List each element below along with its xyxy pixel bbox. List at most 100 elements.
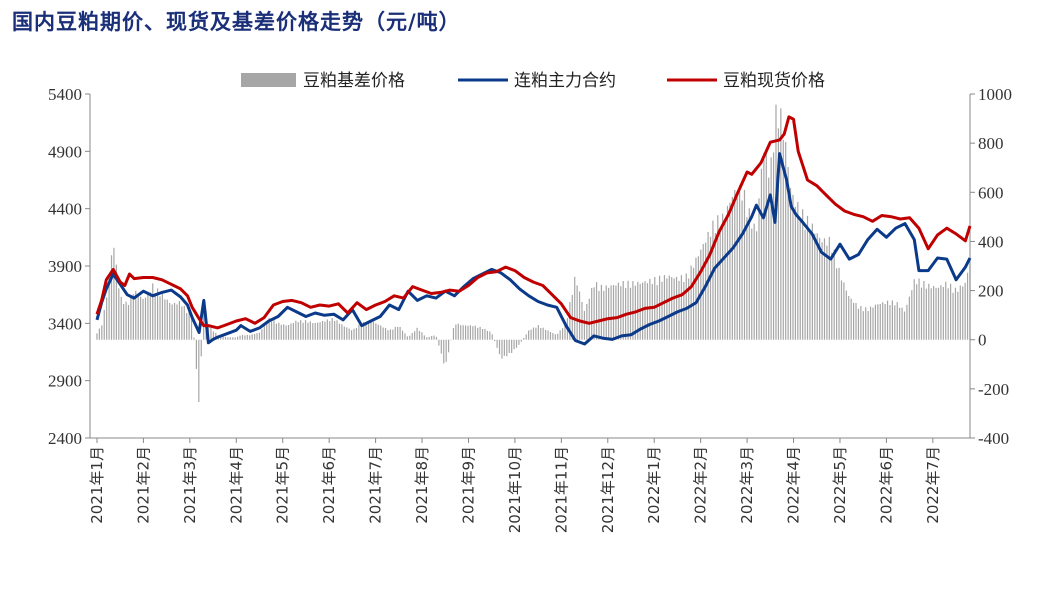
basis-bar	[273, 320, 275, 340]
futures-line	[95, 152, 972, 346]
basis-bar	[460, 325, 462, 340]
basis-bar	[443, 339, 445, 364]
basis-bar	[765, 153, 767, 340]
basis-bar	[559, 330, 561, 340]
basis-bar	[496, 339, 498, 348]
basis-bar	[966, 272, 969, 340]
basis-bar	[850, 298, 852, 340]
basis-bar	[113, 247, 115, 340]
basis-bar	[940, 285, 942, 340]
basis-bar	[872, 307, 874, 340]
basis-bar	[365, 323, 367, 340]
basis-bar	[370, 321, 372, 340]
basis-bar	[108, 274, 110, 340]
basis-bar	[428, 336, 430, 340]
basis-bar	[457, 323, 459, 340]
basis-bar	[491, 334, 493, 340]
basis-bar	[142, 298, 144, 340]
basis-bar	[857, 308, 860, 340]
basis-bar	[239, 335, 241, 340]
basis-bar	[836, 268, 838, 340]
basis-bar	[760, 168, 763, 340]
basis-bar	[203, 300, 205, 340]
basis-bar	[472, 326, 474, 340]
basis-bar	[251, 334, 253, 340]
basis-bar	[200, 339, 202, 357]
basis-bar	[440, 339, 442, 354]
basis-bar	[823, 238, 826, 340]
basis-bar	[455, 324, 457, 340]
x-tick-label: 2022年6月	[877, 446, 895, 524]
basis-bar	[646, 283, 649, 340]
basis-bar	[283, 324, 285, 340]
basis-bar	[811, 223, 813, 340]
basis-bar	[671, 277, 673, 340]
basis-bar	[118, 288, 120, 340]
basis-bar	[724, 218, 726, 340]
x-tick-label: 2022年7月	[924, 446, 942, 524]
basis-bar	[435, 336, 438, 340]
basis-bar	[523, 337, 525, 340]
legend-label: 豆粕基差价格	[303, 71, 405, 91]
basis-bar	[392, 329, 394, 340]
basis-bar	[743, 189, 746, 340]
basis-bar	[399, 326, 401, 340]
basis-bar	[947, 288, 949, 340]
basis-bar	[957, 291, 959, 340]
basis-bar	[297, 322, 299, 340]
basis-bar	[387, 330, 389, 340]
basis-bar	[343, 326, 345, 340]
basis-bar	[506, 339, 508, 357]
basis-bar	[959, 285, 961, 340]
basis-bar	[789, 188, 792, 340]
basis-bar	[933, 285, 935, 340]
basis-bar	[763, 152, 765, 340]
basis-bar	[237, 336, 239, 340]
basis-bar	[372, 321, 375, 340]
basis-bar	[520, 339, 522, 342]
x-tick-label: 2021年7月	[367, 446, 385, 524]
basis-bar	[627, 280, 629, 340]
basis-bar	[853, 302, 855, 340]
basis-bar	[135, 290, 137, 340]
basis-bar	[806, 215, 809, 340]
basis-bar	[329, 321, 331, 340]
basis-bar	[508, 339, 510, 353]
basis-bar	[753, 223, 755, 340]
basis-bar	[884, 303, 886, 340]
basis-bar	[845, 290, 847, 340]
price-lines	[95, 115, 972, 346]
basis-bar	[736, 197, 738, 340]
basis-bar	[547, 330, 549, 340]
basis-bar	[617, 282, 619, 340]
basis-bar	[96, 333, 98, 340]
basis-bar	[656, 285, 658, 340]
basis-bar	[176, 304, 178, 340]
basis-bar	[874, 304, 877, 340]
basis-bar	[542, 327, 544, 340]
basis-bar	[469, 325, 472, 340]
basis-bar	[576, 285, 578, 340]
basis-bar	[384, 327, 387, 340]
basis-bar	[367, 320, 370, 340]
basis-bar	[962, 286, 964, 340]
basis-bar	[552, 333, 554, 340]
basis-bar	[719, 227, 721, 340]
basis-bar	[831, 252, 833, 340]
x-tick-label: 2021年5月	[274, 446, 292, 524]
right-tick-label: 800	[978, 134, 1004, 153]
basis-bar	[680, 275, 683, 340]
basis-bar	[110, 255, 113, 340]
basis-bar	[605, 285, 607, 340]
basis-bar	[212, 331, 214, 340]
left-tick-label: 3400	[48, 314, 82, 333]
basis-bar	[489, 331, 491, 340]
basis-bar	[707, 231, 709, 340]
basis-bar	[198, 339, 200, 403]
basis-bar	[215, 332, 217, 340]
basis-bar	[358, 324, 360, 340]
chart-title: 国内豆粕期价、现货及基差价格走势（元/吨）	[12, 10, 461, 34]
basis-bar	[324, 321, 326, 340]
left-tick-label: 5400	[48, 85, 82, 104]
basis-bar	[511, 339, 513, 353]
